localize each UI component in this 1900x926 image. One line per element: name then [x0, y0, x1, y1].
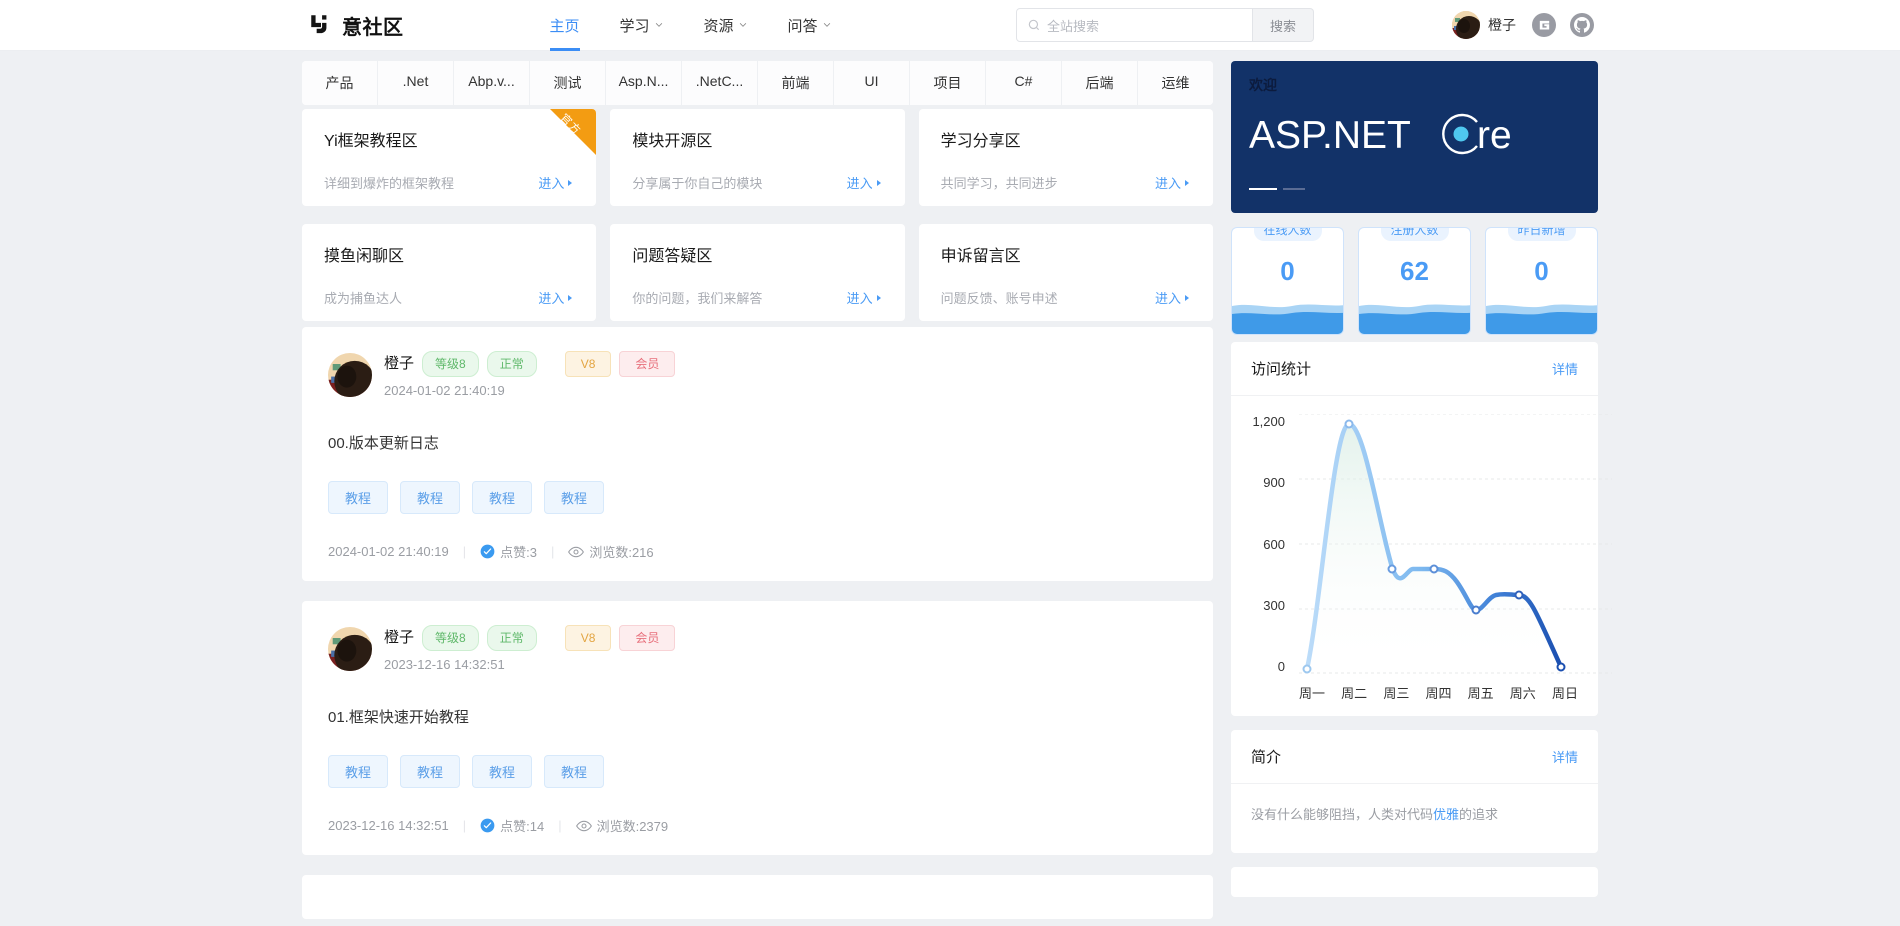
- svg-text:ASP.NET: ASP.NET: [1249, 114, 1411, 157]
- svg-text:re: re: [1477, 114, 1512, 157]
